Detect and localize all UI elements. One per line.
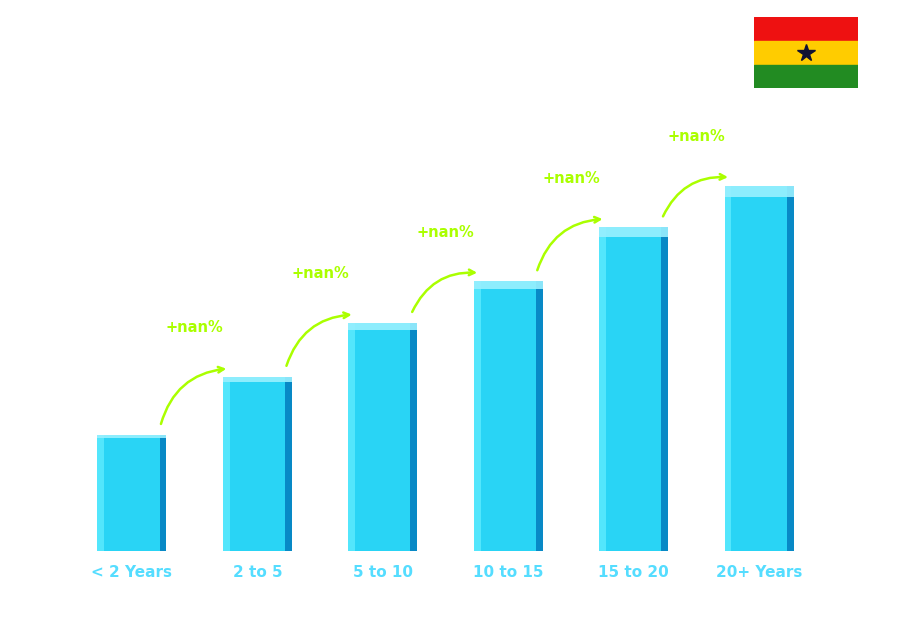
Bar: [536, 281, 543, 551]
Bar: [724, 186, 794, 197]
Bar: [410, 323, 418, 551]
Text: Broadcast Technician: Broadcast Technician: [36, 74, 227, 92]
Text: 0 GHS: 0 GHS: [358, 300, 393, 310]
Bar: [223, 377, 292, 551]
Text: 0 GHS: 0 GHS: [432, 266, 466, 276]
Bar: [754, 65, 858, 88]
Bar: [348, 323, 356, 551]
Bar: [473, 281, 543, 551]
Bar: [724, 186, 794, 551]
Text: 0 GHS: 0 GHS: [55, 420, 90, 430]
Bar: [662, 227, 668, 551]
Text: +nan%: +nan%: [417, 224, 474, 240]
Text: 0 GHS: 0 GHS: [557, 212, 591, 222]
Text: 0 GHS: 0 GHS: [734, 163, 770, 173]
Bar: [754, 17, 858, 40]
Bar: [97, 435, 166, 551]
Bar: [599, 227, 668, 237]
Bar: [348, 323, 418, 551]
Text: Average Monthly Salary: Average Monthly Salary: [866, 258, 877, 383]
Text: explorer.com: explorer.com: [430, 612, 530, 627]
Text: 0 GHS: 0 GHS: [609, 204, 644, 215]
Text: 0 GHS: 0 GHS: [181, 362, 215, 372]
Text: +nan%: +nan%: [292, 266, 349, 281]
Bar: [97, 435, 104, 551]
Text: 0 GHS: 0 GHS: [484, 259, 518, 269]
Text: +nan%: +nan%: [166, 320, 223, 335]
Bar: [599, 227, 668, 551]
Bar: [97, 435, 166, 438]
Text: +nan%: +nan%: [542, 171, 599, 186]
Bar: [787, 186, 794, 551]
Bar: [473, 281, 543, 289]
Bar: [159, 435, 166, 551]
Text: 0 GHS: 0 GHS: [233, 354, 267, 364]
Bar: [223, 377, 292, 382]
Text: +nan%: +nan%: [668, 129, 725, 144]
Bar: [599, 227, 606, 551]
Text: Salary Comparison By Experience: Salary Comparison By Experience: [36, 22, 587, 51]
Bar: [754, 40, 858, 65]
Text: 0 GHS: 0 GHS: [306, 308, 341, 318]
Bar: [348, 323, 418, 329]
Text: salary: salary: [392, 612, 444, 627]
Bar: [724, 186, 732, 551]
Bar: [223, 377, 230, 551]
Bar: [285, 377, 292, 551]
Bar: [473, 281, 481, 551]
Text: 0 GHS: 0 GHS: [682, 171, 717, 181]
